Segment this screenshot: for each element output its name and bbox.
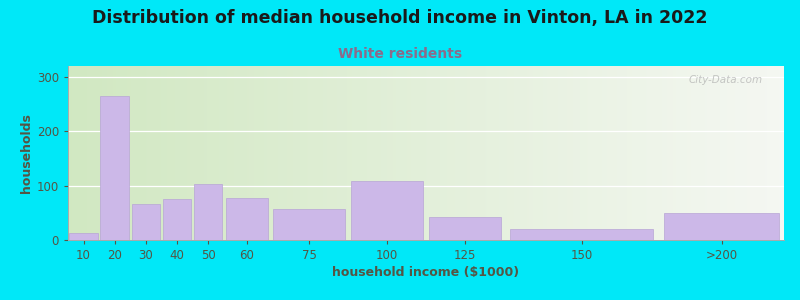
Bar <box>131 204 160 240</box>
Bar <box>665 213 779 240</box>
Text: City-Data.com: City-Data.com <box>688 75 762 85</box>
Y-axis label: households: households <box>19 113 33 193</box>
Text: White residents: White residents <box>338 46 462 61</box>
Text: Distribution of median household income in Vinton, LA in 2022: Distribution of median household income … <box>92 9 708 27</box>
Bar <box>351 181 423 240</box>
X-axis label: household income ($1000): household income ($1000) <box>333 266 519 279</box>
Bar <box>162 199 191 240</box>
Bar <box>226 198 269 240</box>
Bar <box>429 217 501 240</box>
Bar <box>194 184 222 240</box>
Bar <box>510 229 654 240</box>
Bar <box>70 233 98 240</box>
Bar <box>100 96 129 240</box>
Bar <box>274 209 345 240</box>
